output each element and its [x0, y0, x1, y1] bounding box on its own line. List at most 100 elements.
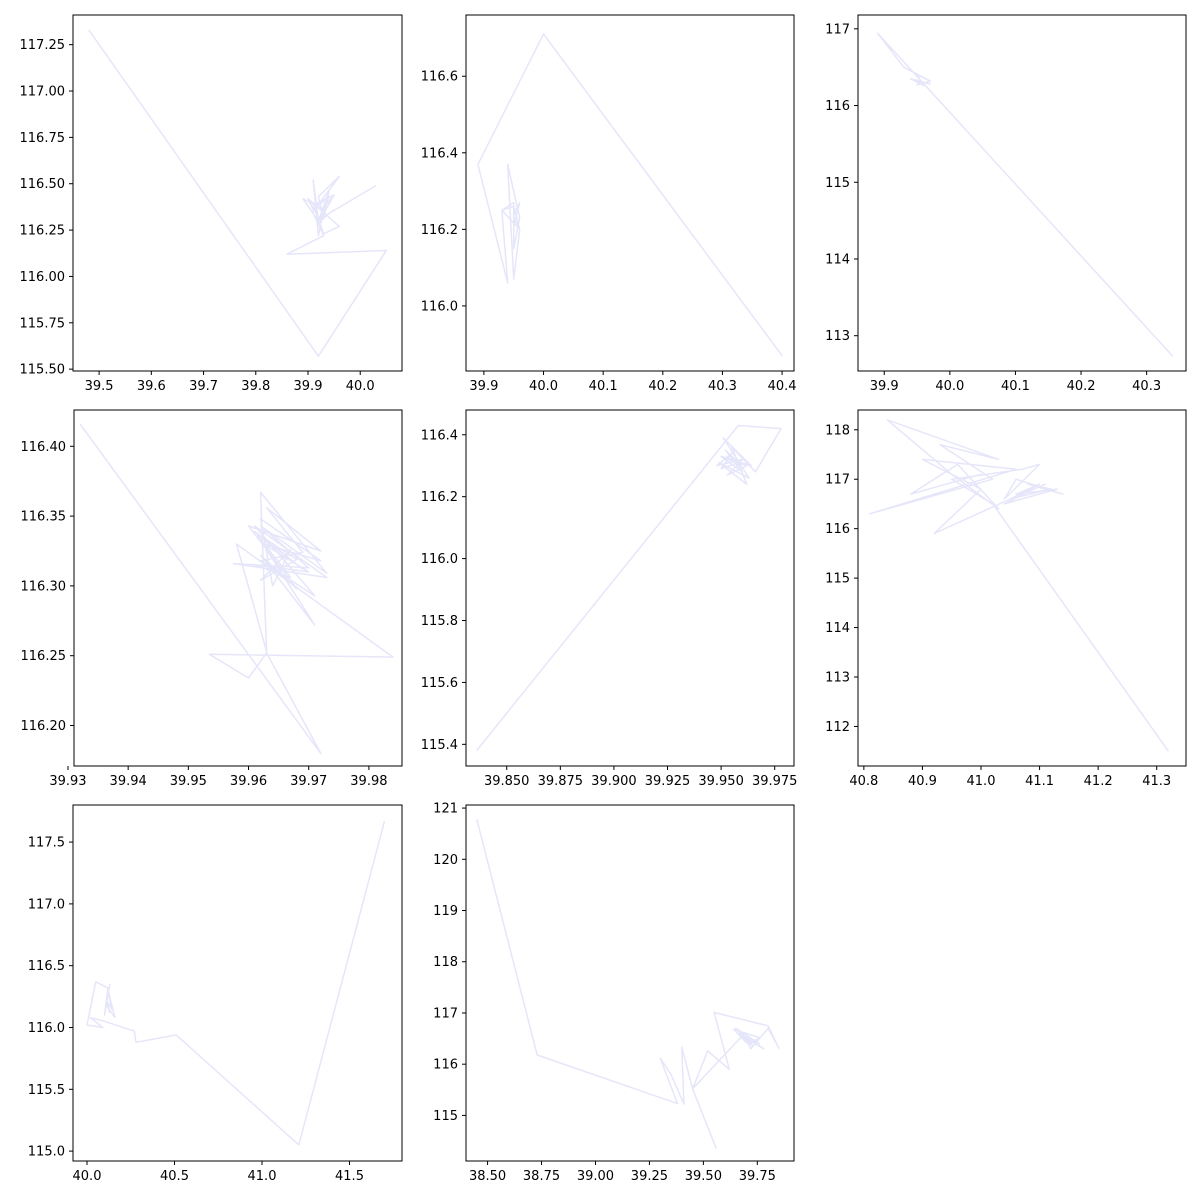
x-tick-label: 41.0	[967, 774, 996, 789]
y-tick-label: 115.0	[28, 1145, 65, 1160]
x-tick-label: 39.9	[469, 379, 498, 394]
y-tick-label: 117	[433, 1006, 458, 1021]
x-tick-label: 39.9	[870, 379, 899, 394]
y-tick-label: 116.0	[421, 299, 458, 314]
x-tick-label: 39.93	[49, 774, 86, 789]
axes-frame	[857, 14, 1187, 372]
y-tick-label: 119	[433, 904, 458, 919]
y-tick-label: 115	[825, 176, 850, 191]
y-tick-label: 113	[825, 671, 850, 686]
series-line-8-1	[476, 819, 780, 1149]
y-tick-label: 116.5	[28, 959, 65, 974]
x-tick-label: 39.25	[631, 1169, 668, 1184]
x-tick-label: 40.4	[768, 379, 797, 394]
x-tick-label: 41.5	[335, 1169, 364, 1184]
y-tick-label: 115.4	[421, 738, 458, 753]
y-tick-label: 115	[825, 572, 850, 587]
y-tick-label: 117.25	[20, 38, 66, 53]
x-tick-label: 41.2	[1084, 774, 1113, 789]
x-tick-label: 39.96	[230, 774, 267, 789]
axes-frame	[857, 409, 1187, 767]
axes-frame	[72, 804, 403, 1162]
y-tick-label: 116.75	[20, 131, 66, 146]
y-tick-label: 116.35	[21, 510, 67, 525]
series-line-1-1	[88, 29, 388, 357]
x-tick-label: 40.1	[589, 379, 618, 394]
x-tick-label: 39.94	[110, 774, 147, 789]
y-tick-label: 116.50	[20, 177, 66, 192]
subplot-3: 39.9 40.0 40.1 40.2 40.3 113 114 115 116 117	[825, 14, 1187, 394]
axes-frame	[73, 409, 403, 767]
y-tick-label: 115	[433, 1109, 458, 1124]
series-line-3-1	[876, 32, 1174, 357]
axes-frame	[465, 804, 795, 1162]
y-tick-label: 116.4	[421, 146, 458, 161]
x-tick-label: 39.950	[698, 774, 744, 789]
axes-frame	[465, 409, 795, 767]
x-tick-label: 40.0	[346, 379, 375, 394]
x-tick-label: 40.0	[73, 1169, 102, 1184]
x-tick-label: 39.8	[241, 379, 270, 394]
y-tick-label: 116.30	[21, 579, 67, 594]
y-tick-label: 117.00	[20, 85, 66, 100]
x-tick-label: 39.98	[350, 774, 387, 789]
x-tick-label: 39.00	[577, 1169, 614, 1184]
x-tick-label: 41.0	[248, 1169, 277, 1184]
y-tick-label: 115.50	[20, 363, 66, 378]
subplot-4: 39.93 39.94 39.95 39.96 39.97 39.98 116.20 116.…	[21, 409, 403, 789]
x-tick-label: 40.3	[1132, 379, 1161, 394]
subplot-8: 38.50 38.75 39.00 39.25 39.50 39.75 115 116 117 1…	[433, 802, 795, 1184]
y-tick-label: 112	[825, 720, 850, 735]
y-tick-label: 115.6	[421, 676, 458, 691]
x-tick-label: 39.5	[85, 379, 114, 394]
subplot-2: 39.9 40.0 40.1 40.2 40.3 40.4 116.0 116.2 116.4 1…	[421, 14, 797, 394]
axes-frame	[72, 14, 403, 372]
x-tick-label: 40.3	[708, 379, 737, 394]
y-tick-label: 118	[433, 955, 458, 970]
y-tick-label: 121	[433, 802, 458, 817]
subplot-5: 39.850 39.875 39.900 39.925 39.950 39.975 115.…	[421, 409, 798, 789]
x-tick-label: 39.875	[538, 774, 584, 789]
series-line-6-1	[868, 419, 1170, 752]
y-tick-label: 116.4	[421, 428, 458, 443]
x-tick-label: 41.3	[1142, 774, 1171, 789]
y-tick-label: 116.25	[20, 224, 66, 239]
x-tick-label: 39.7	[189, 379, 218, 394]
x-tick-label: 40.2	[1067, 379, 1096, 394]
y-tick-label: 116	[433, 1058, 458, 1073]
x-tick-label: 39.97	[290, 774, 327, 789]
y-tick-label: 113	[825, 329, 850, 344]
subplot-7: 40.0 40.5 41.0 41.5 115.0 115.5 116.0 116.5 117.…	[28, 804, 403, 1184]
x-tick-label: 39.900	[591, 774, 637, 789]
y-tick-label: 120	[433, 853, 458, 868]
series-line-5-1	[476, 424, 782, 751]
x-tick-label: 38.75	[523, 1169, 560, 1184]
y-tick-label: 115.75	[20, 316, 66, 331]
y-tick-label: 116.0	[28, 1021, 65, 1036]
y-tick-label: 117	[825, 22, 850, 37]
y-tick-label: 115.5	[28, 1083, 65, 1098]
y-tick-label: 114	[825, 252, 850, 267]
x-tick-label: 40.9	[908, 774, 937, 789]
subplot-6: 40.8 40.9 41.0 41.1 41.2 41.3 112 113 114 115 116 1…	[825, 409, 1187, 789]
x-tick-label: 39.75	[739, 1169, 776, 1184]
x-tick-label: 39.9	[294, 379, 323, 394]
y-tick-label: 116	[825, 99, 850, 114]
y-tick-label: 117.0	[28, 897, 65, 912]
x-tick-label: 40.0	[529, 379, 558, 394]
y-tick-label: 116.40	[21, 440, 67, 455]
x-tick-label: 39.925	[645, 774, 691, 789]
x-tick-label: 39.975	[752, 774, 798, 789]
subplot-1: 39.5 39.6 39.7 39.8 39.9 40.0 115.50 115.75 116.…	[20, 14, 403, 394]
x-tick-label: 41.1	[1025, 774, 1054, 789]
y-tick-label: 116.6	[421, 70, 458, 85]
series-line-2-1	[477, 33, 783, 357]
x-tick-label: 39.6	[137, 379, 166, 394]
y-tick-label: 117.5	[28, 836, 65, 851]
x-tick-label: 40.2	[648, 379, 677, 394]
axes-frame	[465, 14, 795, 372]
y-tick-label: 116.0	[421, 552, 458, 567]
y-tick-label: 117	[825, 473, 850, 488]
y-tick-label: 114	[825, 621, 850, 636]
